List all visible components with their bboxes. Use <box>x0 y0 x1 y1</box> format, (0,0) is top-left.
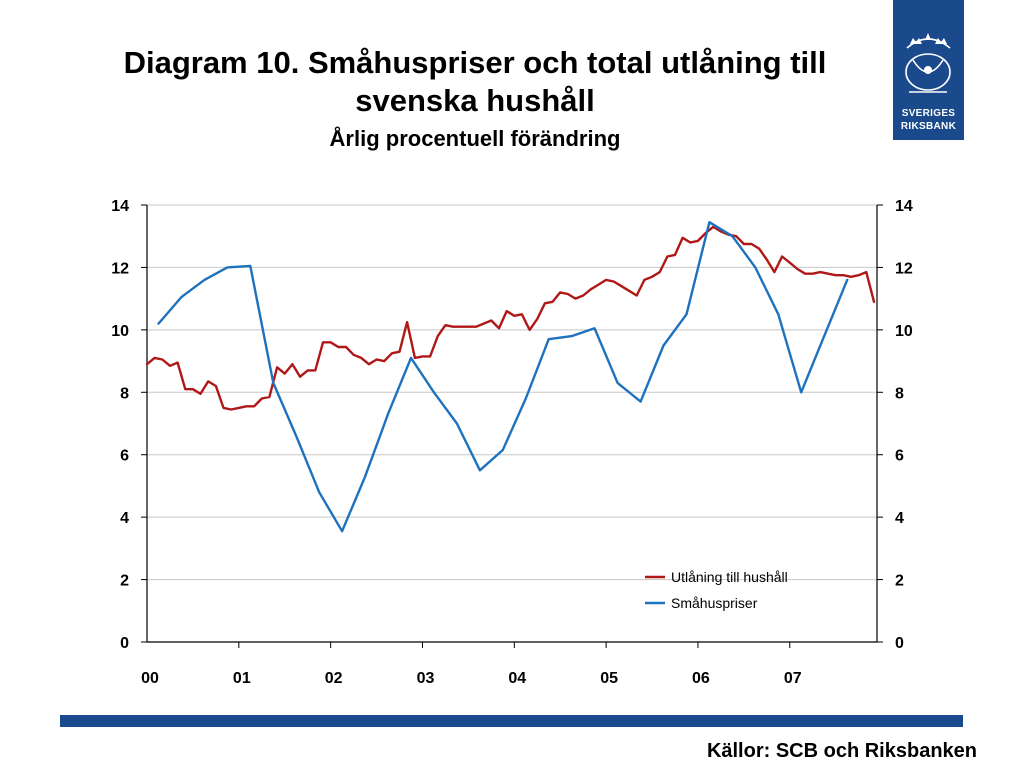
x-tick-label: 05 <box>600 670 618 687</box>
source-note: Källor: SCB och Riksbanken <box>706 740 977 762</box>
chart-subtitle: Årlig procentuell förändring <box>329 126 621 151</box>
y-tick-label-right: 14 <box>895 198 913 215</box>
x-tick-label: 01 <box>233 670 251 687</box>
footer-bar <box>60 715 963 727</box>
y-tick-label-right: 6 <box>895 448 904 465</box>
y-tick-label-right: 8 <box>895 385 904 402</box>
y-tick-label-right: 12 <box>895 260 913 277</box>
y-tick-label-left: 8 <box>120 385 129 402</box>
y-tick-label-left: 12 <box>111 260 129 277</box>
y-tick-label-left: 14 <box>111 198 129 215</box>
chart-title-line1: Diagram 10. Småhuspriser och total utlån… <box>123 45 827 80</box>
x-tick-label: 03 <box>417 670 435 687</box>
y-tick-label-right: 4 <box>895 510 904 527</box>
riksbank-logo: SVERIGES RIKSBANK <box>893 0 964 140</box>
logo-text-line2: RIKSBANK <box>900 121 957 132</box>
x-tick-label: 02 <box>325 670 343 687</box>
x-tick-label: 07 <box>784 670 802 687</box>
x-tick-label: 00 <box>141 670 159 687</box>
y-tick-label-left: 6 <box>120 448 129 465</box>
y-tick-label-left: 2 <box>120 573 129 590</box>
y-tick-label-right: 10 <box>895 323 913 340</box>
series-line-house-prices <box>157 220 849 533</box>
y-tick-label-left: 0 <box>120 635 129 652</box>
x-tick-label: 04 <box>508 670 526 687</box>
legend-item-lending-label: Utlåning till hushåll <box>671 569 788 585</box>
series-line-lending <box>145 225 876 411</box>
y-tick-label-left: 4 <box>120 510 129 527</box>
chart-title-line2: svenska hushåll <box>355 83 595 118</box>
chart-title: Diagram 10. Småhuspriser och total utlån… <box>40 44 910 120</box>
y-tick-label-left: 10 <box>111 323 129 340</box>
x-tick-label: 06 <box>692 670 710 687</box>
riksbank-emblem-icon <box>905 33 951 93</box>
y-tick-label-right: 2 <box>895 573 904 590</box>
legend-item-house-prices-label: Småhuspriser <box>671 595 758 611</box>
y-tick-label-right: 0 <box>895 635 904 652</box>
logo-text-line1: SVERIGES <box>901 108 956 119</box>
